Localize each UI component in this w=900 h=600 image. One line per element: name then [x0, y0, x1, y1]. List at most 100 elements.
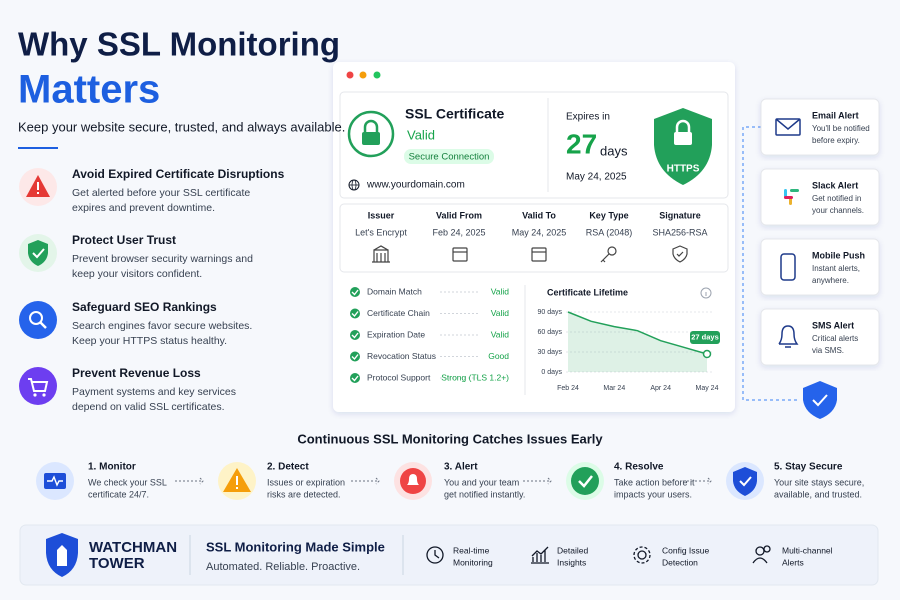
https-label: HTTPS	[667, 164, 700, 175]
window-dot	[373, 71, 381, 79]
alert-icon	[775, 118, 801, 136]
alert-text: You'll be notified	[812, 124, 870, 133]
feature-text: Search engines favor secure websites.	[72, 320, 252, 332]
info-icon	[700, 287, 712, 299]
alert-icon	[775, 118, 801, 130]
step-arrow	[683, 477, 712, 485]
value-label-bg	[690, 331, 720, 344]
check-mark	[351, 289, 359, 296]
feature-icon-shield	[28, 240, 48, 266]
feature-text: keep your visitors confident.	[72, 268, 202, 280]
footer-icons	[426, 546, 444, 564]
window-dot	[359, 71, 367, 79]
step-text: Your site stays secure,	[774, 477, 864, 487]
point	[702, 349, 712, 359]
https-shield	[654, 108, 712, 185]
x-tick-label: May 24	[696, 385, 719, 392]
footer-icons	[763, 545, 771, 553]
feature-title: Avoid Expired Certificate Disruptions	[72, 167, 285, 181]
feature-icon-warning	[19, 168, 57, 206]
process-title: Continuous SSL Monitoring Catches Issues…	[297, 431, 603, 446]
feature-text: expires and prevent downtime.	[72, 202, 215, 214]
detail-icons	[372, 245, 688, 263]
shield-lock	[674, 132, 692, 145]
alert-card	[760, 238, 880, 296]
feature-icon-search	[29, 311, 43, 325]
footer-feature: Config Issue	[662, 545, 710, 555]
footer-feature: Detailed	[557, 545, 588, 555]
detail-value: Feb 24, 2025	[432, 227, 485, 237]
lock-icon	[362, 132, 380, 145]
step-arrow	[523, 477, 552, 485]
detail-value: SHA256-RSA	[652, 227, 707, 237]
footer-icons	[426, 545, 771, 564]
alert-text: your channels.	[812, 206, 864, 215]
detail-icons	[531, 247, 547, 262]
footer-box	[19, 524, 879, 586]
feature-icon-cart	[19, 367, 57, 405]
cert-status: Valid	[407, 127, 435, 142]
subtitle: Keep your website secure, trusted, and a…	[18, 119, 345, 134]
step-icon	[407, 474, 419, 485]
domain: www.yourdomain.com	[366, 180, 465, 191]
check-icon	[350, 308, 360, 319]
feature-icon-cart	[19, 367, 57, 405]
footer-feature: Monitoring	[453, 557, 493, 567]
check-icon	[350, 373, 360, 383]
expires-date: May 24, 2025	[566, 172, 627, 183]
check-status: Strong (TLS 1.2+)	[441, 372, 509, 382]
check-icon	[350, 287, 360, 297]
check-label: Protocol Support	[367, 372, 431, 382]
feature-title: Safeguard SEO Rankings	[72, 300, 217, 314]
step-title: 1. Monitor	[88, 462, 136, 473]
check-status: Valid	[491, 308, 510, 318]
feature-icon-search	[39, 321, 47, 329]
step-icon	[578, 475, 593, 488]
value-label: 27 days	[691, 332, 719, 341]
check-status: Good	[488, 351, 509, 361]
brand: TOWER	[89, 555, 145, 572]
check-icon	[350, 351, 360, 362]
title-accent: Matters	[18, 68, 160, 112]
check-label: Certificate Chain	[367, 308, 430, 318]
step-text: Issues or expiration	[267, 477, 345, 487]
secure-shield	[803, 381, 837, 419]
chart-title: Certificate Lifetime	[547, 287, 628, 297]
feature-text: Keep your HTTPS status healthy.	[72, 335, 227, 347]
footer-feature: Real-time	[453, 545, 490, 555]
check-status: Valid	[491, 329, 510, 339]
feature-title: Protect User Trust	[72, 233, 176, 247]
feature-icon-cart	[42, 393, 46, 397]
step-text: risks are detected.	[267, 489, 341, 499]
footer-icons	[434, 550, 440, 559]
x-tick-label: Apr 24	[650, 385, 671, 392]
step-text: get notified instantly.	[444, 489, 525, 499]
detail-header: Issuer	[368, 210, 395, 220]
step-text: available, and trusted.	[774, 489, 862, 499]
details-panel	[339, 203, 729, 273]
feature-text: depend on valid SSL certificates.	[72, 401, 225, 413]
feature-icon-cart	[33, 393, 37, 397]
alert-icon	[784, 196, 793, 199]
check-status: Valid	[491, 286, 510, 296]
tagline: SSL Monitoring Made Simple	[206, 539, 385, 554]
alert-icon	[784, 189, 787, 198]
detail-value: RSA (2048)	[586, 227, 633, 237]
footer-icons	[633, 546, 651, 564]
alert-title: Email Alert	[812, 110, 859, 120]
connector	[742, 126, 800, 401]
y-tick-label: 60 days	[537, 329, 562, 336]
detail-header: Valid To	[522, 210, 556, 220]
step-title: 4. Resolve	[614, 462, 664, 473]
brand-logo	[57, 545, 67, 566]
check-mark	[351, 311, 359, 318]
footer-feature: Detection	[662, 557, 698, 567]
secure-check	[812, 394, 828, 407]
alert-card	[760, 168, 880, 226]
subtagline: Automated. Reliable. Proactive.	[206, 561, 360, 573]
cert-badge: Secure Connection	[409, 152, 490, 163]
step-text: We check your SSL	[88, 477, 167, 487]
brand: WATCHMAN	[89, 539, 177, 556]
alert-text: Instant alerts,	[812, 264, 860, 273]
